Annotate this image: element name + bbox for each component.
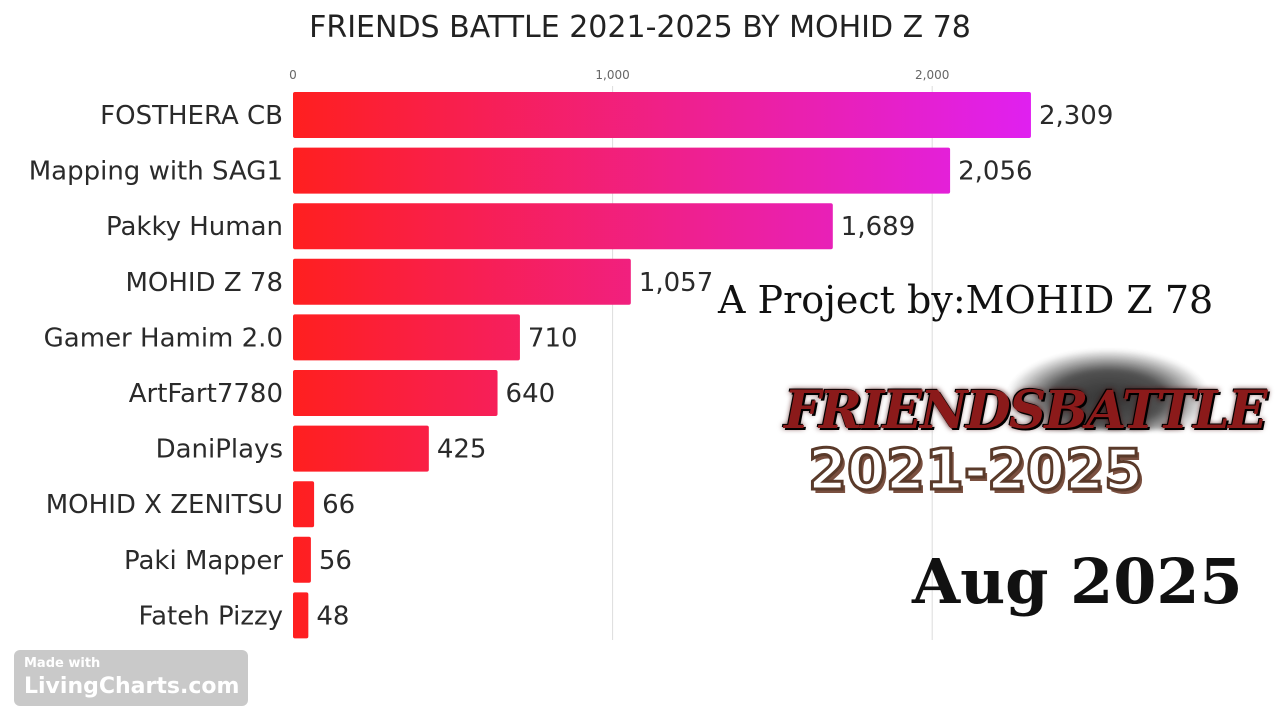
current-date-label: Aug 2025 <box>912 545 1243 618</box>
friends-battle-logo: FRIENDSBATTLE 2021-2025 <box>778 350 1267 505</box>
bar-row: ArtFart7780 640 <box>129 370 555 416</box>
bar-row: Pakky Human 1,689 <box>106 203 915 250</box>
value-label: 56 <box>319 546 352 576</box>
category-label: Paki Mapper <box>124 546 283 576</box>
value-label: 640 <box>506 379 556 409</box>
category-label: Mapping with SAG1 <box>29 157 283 187</box>
category-label: FOSTHERA CB <box>100 101 283 131</box>
chart-title: FRIENDS BATTLE 2021-2025 BY MOHID Z 78 <box>309 10 971 45</box>
bar <box>293 258 631 305</box>
bar-row: DaniPlays 425 <box>156 425 487 472</box>
x-tick-label: 2,000 <box>915 68 949 82</box>
bars: FOSTHERA CB 2,309 Mapping with SAG1 2,056 Pa… <box>29 92 1113 639</box>
category-label: MOHID Z 78 <box>125 268 283 298</box>
value-label: 1,689 <box>841 212 915 242</box>
value-label: 2,309 <box>1039 101 1113 131</box>
value-label: 66 <box>322 490 355 520</box>
bar-row: FOSTHERA CB 2,309 <box>100 92 1113 138</box>
logo-smudge-decoration <box>1008 350 1208 430</box>
bar <box>293 425 429 472</box>
value-label: 1,057 <box>639 268 713 298</box>
bar-row: Paki Mapper 56 <box>124 536 352 583</box>
category-label: Pakky Human <box>106 212 283 242</box>
category-label: ArtFart7780 <box>129 379 283 409</box>
x-axis-ticks: 0 1,000 2,000 <box>289 68 949 82</box>
value-label: 2,056 <box>958 157 1032 187</box>
livingcharts-watermark[interactable]: Made with LivingCharts.com <box>14 650 248 706</box>
bar <box>293 481 315 528</box>
bar <box>293 203 833 250</box>
bar <box>293 147 951 194</box>
category-label: Fateh Pizzy <box>139 601 283 631</box>
value-label: 710 <box>528 323 578 353</box>
bar-row: Fateh Pizzy 48 <box>139 592 349 639</box>
bar-row: Gamer Hamim 2.0 710 <box>44 314 578 361</box>
watermark-line1: Made with <box>24 656 101 671</box>
x-tick-label: 1,000 <box>595 68 629 82</box>
x-tick-label: 0 <box>289 68 297 82</box>
bar-row: MOHID Z 78 1,057 <box>125 258 713 305</box>
bar-row: MOHID X ZENITSU 66 <box>46 481 355 528</box>
category-label: MOHID X ZENITSU <box>46 490 283 520</box>
value-label: 425 <box>437 435 487 465</box>
bar <box>293 92 1031 138</box>
bar-row: Mapping with SAG1 2,056 <box>29 147 1033 194</box>
category-label: Gamer Hamim 2.0 <box>44 323 283 353</box>
bar <box>293 536 311 583</box>
bar <box>293 592 309 639</box>
project-credit: A Project by:MOHID Z 78 <box>718 278 1214 322</box>
bar <box>293 370 498 416</box>
logo-wordmark: FRIENDSBATTLE <box>784 380 1267 441</box>
value-label: 48 <box>316 601 349 631</box>
bar <box>293 314 520 361</box>
logo-years: 2021-2025 <box>807 437 1145 505</box>
category-label: DaniPlays <box>156 435 283 465</box>
watermark-line2: LivingCharts.com <box>24 674 240 699</box>
